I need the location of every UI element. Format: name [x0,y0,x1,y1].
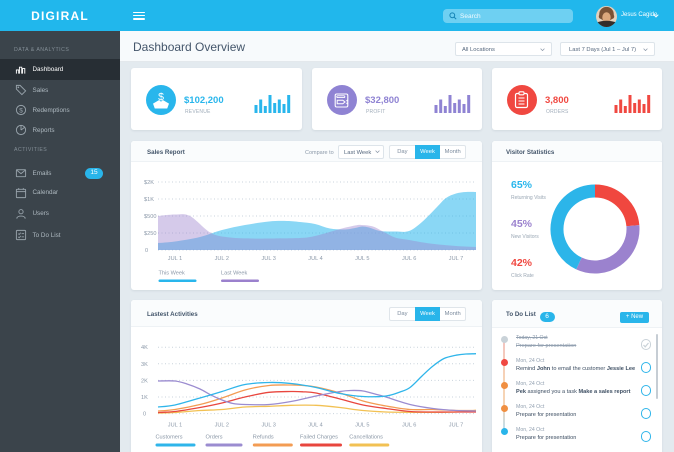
svg-text:JUL 5: JUL 5 [355,256,369,262]
svg-text:$: $ [19,107,23,114]
svg-text:JUL 4: JUL 4 [308,423,322,429]
svg-text:Cancellations: Cancellations [349,435,383,441]
svg-text:JUL 5: JUL 5 [355,423,369,429]
svg-text:JUL 1: JUL 1 [168,256,182,262]
svg-text:JUL 7: JUL 7 [449,256,463,262]
svg-text:$: $ [158,91,164,103]
svg-text:Last Week: Last Week [221,271,248,277]
svg-text:0: 0 [143,412,146,418]
svg-text:1K: 1K [141,395,148,401]
svg-text:JUL 4: JUL 4 [308,256,322,262]
svg-text:This Week: This Week [159,271,186,277]
svg-text:JUL 7: JUL 7 [449,423,463,429]
svg-text:$500: $500 [144,214,156,220]
svg-text:4K: 4K [141,345,148,351]
svg-text:$2K: $2K [144,180,154,186]
svg-text:JUL 2: JUL 2 [215,256,229,262]
svg-text:Refunds: Refunds [253,435,274,441]
svg-text:JUL 6: JUL 6 [402,256,416,262]
svg-text:JUL 3: JUL 3 [261,256,275,262]
svg-text:$250: $250 [144,231,156,237]
svg-text:JUL 2: JUL 2 [215,423,229,429]
svg-text:0: 0 [145,248,148,254]
svg-text:Failed Charges: Failed Charges [300,435,338,441]
svg-text:3K: 3K [141,362,148,368]
svg-text:Customers: Customers [156,435,183,441]
svg-text:Orders: Orders [206,435,223,441]
svg-text:JUL 1: JUL 1 [168,423,182,429]
svg-text:JUL 3: JUL 3 [261,423,275,429]
svg-text:2K: 2K [141,378,148,384]
svg-text:$1K: $1K [144,197,154,203]
svg-text:JUL 6: JUL 6 [402,423,416,429]
